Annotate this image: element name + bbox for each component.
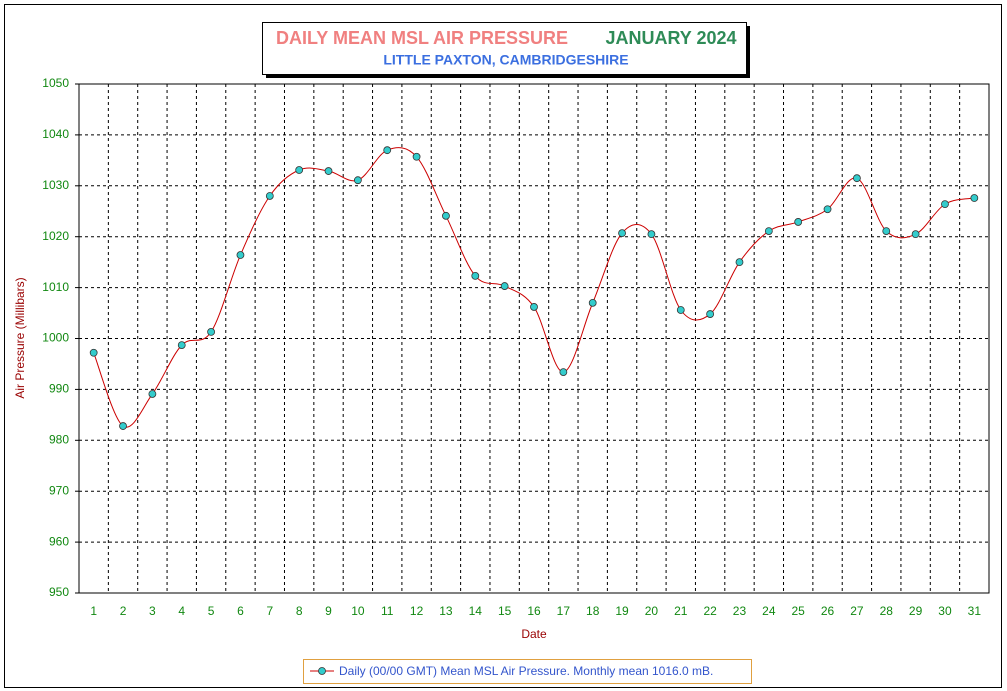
data-point [119,422,127,430]
x-tick-label: 28 [880,604,894,618]
data-point [500,282,509,290]
data-point [412,152,421,161]
x-tick-label: 2 [120,604,127,618]
x-tick-label: 15 [498,604,512,618]
data-point [89,348,98,357]
data-point [823,205,832,214]
data-point [442,211,450,220]
data-point [177,341,186,350]
data-point [559,368,568,376]
y-tick-label: 1010 [42,280,69,294]
x-tick-label: 22 [703,604,717,618]
x-tick-label: 20 [645,604,659,618]
data-point [970,194,979,202]
data-point [676,306,685,314]
y-tick-label: 1000 [42,331,69,345]
x-tick-label: 27 [850,604,864,618]
plot-area [79,84,989,593]
x-tick-label: 9 [325,604,332,618]
x-tick-label: 18 [586,604,600,618]
x-tick-label: 14 [469,604,483,618]
y-tick-label: 1020 [42,229,69,243]
data-point [764,227,773,236]
x-tick-label: 19 [615,604,629,618]
data-point [853,174,861,183]
y-tick-label: 1040 [42,127,69,141]
data-point [383,146,392,155]
y-tick-label: 970 [49,483,69,497]
data-point [265,192,274,200]
data-point [647,230,656,239]
y-tick-label: 960 [49,534,69,548]
x-tick-label: 13 [439,604,453,618]
x-tick-label: 31 [968,604,982,618]
x-tick-label: 21 [674,604,688,618]
chart-date: JANUARY 2024 [605,28,736,48]
x-tick-label: 8 [296,604,303,618]
x-tick-label: 7 [266,604,273,618]
data-point [911,230,920,239]
data-point [941,200,949,209]
x-tick-label: 11 [381,604,394,618]
data-point [324,167,333,175]
x-tick-label: 29 [909,604,923,618]
plot-border [78,83,990,594]
chart-subtitle: LITTLE PAXTON, CAMBRIDGESHIRE [383,52,628,68]
x-tick-label: 3 [149,604,156,618]
data-point [236,251,245,259]
legend-label: Daily (00/00 GMT) Mean MSL Air Pressure.… [339,664,713,678]
x-tick-label: 17 [557,604,571,618]
y-tick-label: 990 [49,382,69,396]
data-point [207,327,215,336]
chart-title: DAILY MEAN MSL AIR PRESSURE [276,28,568,48]
data-point [618,229,626,238]
data-point [735,258,744,267]
y-tick-label: 950 [49,585,69,599]
x-tick-label: 30 [938,604,952,618]
x-tick-label: 4 [178,604,185,618]
title-box [262,22,747,75]
legend-marker [318,667,326,675]
data-point [471,271,480,280]
x-tick-label: 6 [237,604,244,618]
legend-box [303,659,752,684]
data-point [530,303,538,311]
y-tick-label: 1050 [42,76,69,90]
x-tick-label: 26 [821,604,835,618]
x-tick-label: 16 [527,604,541,618]
x-tick-label: 1 [90,604,97,618]
data-point [588,298,597,307]
x-tick-label: 25 [792,604,806,618]
data-point [353,176,362,185]
x-tick-label: 12 [410,604,424,618]
y-axis-label: Air Pressure (Millibars) [13,277,27,398]
x-tick-label: 24 [762,604,776,618]
x-axis-label: Date [521,627,547,641]
data-point [148,390,157,398]
y-tick-label: 980 [49,432,69,446]
x-tick-label: 10 [351,604,365,618]
data-point [295,166,304,174]
data-point [794,218,803,226]
data-point [706,310,715,318]
x-tick-label: 5 [208,604,215,618]
x-tick-label: 23 [733,604,747,618]
data-point [882,227,891,236]
y-tick-label: 1030 [42,178,69,192]
